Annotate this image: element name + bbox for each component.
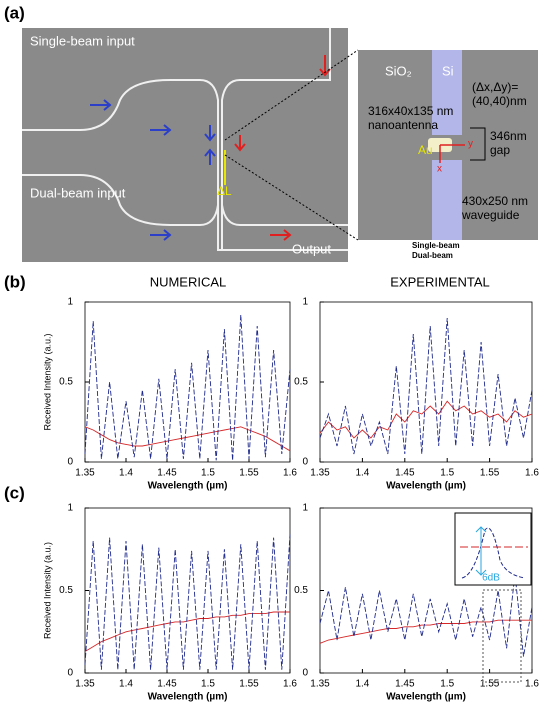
label: 430x250 nm <box>462 194 528 208</box>
x-tick-label: 1.35 <box>75 468 95 479</box>
label: SiO₂ <box>385 63 412 78</box>
x-axis-label: Wavelength (µm) <box>386 481 466 492</box>
series-line <box>319 400 533 439</box>
legend-label: Dual-beam <box>412 251 453 260</box>
label: waveguide <box>461 208 520 222</box>
series-line <box>84 314 291 461</box>
x-tick-label: 1.5 <box>201 468 215 479</box>
x-tick-label: 1.45 <box>395 679 415 690</box>
series-line <box>319 619 532 644</box>
x-tick-label: 1.55 <box>239 468 259 479</box>
x-tick-label: 1.5 <box>201 679 215 690</box>
y-tick-label: 0 <box>302 457 308 468</box>
legend-label: Single-beam <box>412 241 460 250</box>
x-axis-label: Wavelength (µm) <box>148 481 228 492</box>
label: x <box>437 164 442 175</box>
panel-label: (c) <box>4 483 25 502</box>
waveguide <box>22 28 348 252</box>
y-tick-label: 0.5 <box>59 377 73 388</box>
sem-image <box>22 28 348 262</box>
gap-bracket <box>470 127 486 161</box>
y-tick-label: 1 <box>67 503 73 514</box>
x-tick-label: 1.35 <box>75 679 95 690</box>
label: gap <box>490 143 510 157</box>
y-tick-label: 1 <box>302 297 308 308</box>
label: Si <box>442 63 454 78</box>
x-tick-label: 1.6 <box>283 679 297 690</box>
label: (Δx,Δy)= <box>472 80 518 94</box>
column-title: EXPERIMENTAL <box>390 274 489 289</box>
x-tick-label: 1.55 <box>480 468 500 479</box>
plot-frame <box>84 301 291 463</box>
y-tick-label: 0 <box>67 457 73 468</box>
y-tick-label: 0 <box>302 668 308 679</box>
x-tick-label: 1.5 <box>440 468 454 479</box>
panel-label: (a) <box>4 3 25 22</box>
label: nanoantenna <box>368 118 438 132</box>
arrows-red <box>234 55 331 241</box>
y-tick-label: 0.5 <box>59 585 73 596</box>
series-line <box>319 317 533 455</box>
x-tick-label: 1.6 <box>283 468 297 479</box>
y-tick-label: 1 <box>67 297 73 308</box>
label: Output <box>292 241 331 256</box>
x-tick-label: 1.45 <box>157 468 177 479</box>
axes-arrows <box>439 144 465 163</box>
x-tick-label: 1.4 <box>355 468 369 479</box>
label: (40,40)nm <box>472 94 527 108</box>
y-tick-label: 0.5 <box>294 585 308 596</box>
x-tick-label: 1.45 <box>157 679 177 690</box>
inset-box <box>454 512 532 586</box>
label: Single-beam input <box>30 33 135 48</box>
delta-l: ΔL <box>217 184 232 198</box>
x-tick-label: 1.6 <box>525 468 539 479</box>
inset-arrow <box>475 526 487 576</box>
inset-curve <box>461 527 526 579</box>
y-tick-label: 0 <box>67 668 73 679</box>
x-tick-label: 1.4 <box>119 679 133 690</box>
column-title: NUMERICAL <box>150 274 227 289</box>
zoom-line <box>224 49 359 141</box>
x-tick-label: 1.55 <box>480 679 500 690</box>
x-tick-label: 1.4 <box>119 468 133 479</box>
y-tick-label: 1 <box>302 503 308 514</box>
arrows-blue <box>90 99 216 241</box>
y-tick-label: 0.5 <box>294 377 308 388</box>
x-tick-label: 1.55 <box>239 679 259 690</box>
annotation: 6dB <box>482 573 500 584</box>
x-tick-label: 1.35 <box>310 679 330 690</box>
x-tick-label: 1.5 <box>440 679 454 690</box>
x-tick-label: 1.6 <box>525 679 539 690</box>
y-axis-label: Received Intensity (a.u.) <box>42 542 52 639</box>
plot-frame <box>319 301 533 463</box>
x-tick-label: 1.4 <box>355 679 369 690</box>
label: 316x40x135 nm <box>368 104 453 118</box>
y-axis-label: Received Intensity (a.u.) <box>42 333 52 430</box>
x-axis-label: Wavelength (µm) <box>148 692 228 703</box>
series-line <box>84 426 291 452</box>
series-line <box>319 573 533 657</box>
series-line <box>84 534 291 670</box>
label: 346nm <box>490 129 527 143</box>
series-line <box>84 611 290 652</box>
panel-label: (b) <box>4 272 26 291</box>
zoom-box <box>482 589 522 683</box>
label: Au <box>418 143 433 157</box>
x-axis-label: Wavelength (µm) <box>386 692 466 703</box>
x-tick-label: 1.45 <box>395 468 415 479</box>
plot-frame <box>84 507 291 674</box>
label: y <box>468 139 473 150</box>
x-tick-label: 1.35 <box>310 468 330 479</box>
label: Dual-beam input <box>30 185 126 200</box>
